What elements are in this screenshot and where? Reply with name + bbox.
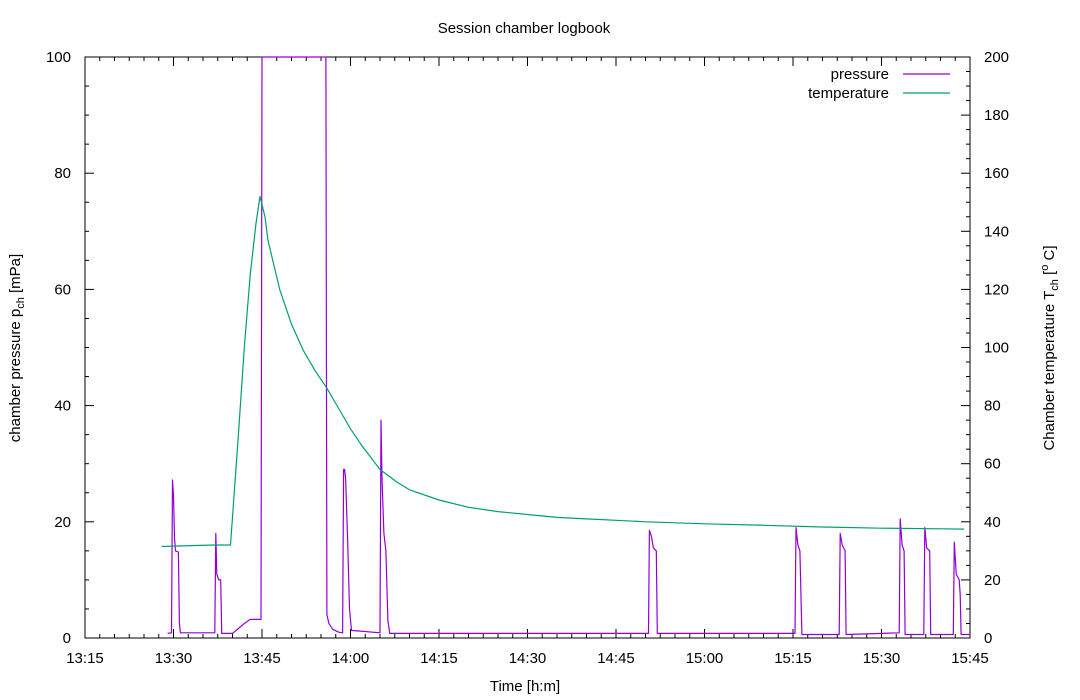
y-axis-left-label: chamber pressure pch [mPa] bbox=[7, 254, 27, 442]
plot-frame bbox=[84, 56, 971, 639]
y-left-tick-label: 60 bbox=[54, 281, 71, 298]
y-axis-right-label-unit-post: C] bbox=[1041, 245, 1058, 264]
series-line-temperature bbox=[161, 195, 965, 548]
y-axis-right-label-unit-pre: [ bbox=[1041, 270, 1058, 279]
x-axis: 13:15 13:30 13:45 14:00 14:15 14:30 14:45 15:00… bbox=[66, 57, 989, 667]
y-axis-left: 0 20 40 60 80 100 bbox=[46, 49, 94, 647]
y-right-tick-label: 100 bbox=[984, 340, 1009, 357]
y-right-tick-label: 160 bbox=[984, 165, 1009, 182]
y-left-tick-label: 80 bbox=[54, 165, 71, 182]
x-tick-label: 13:30 bbox=[155, 650, 193, 667]
y-left-tick-label: 40 bbox=[54, 398, 71, 415]
y-axis-right-label-main: Chamber temperature T bbox=[1041, 291, 1058, 451]
y-right-tick-label: 140 bbox=[984, 223, 1009, 240]
y-axis-right-label-sub: ch bbox=[1049, 279, 1061, 291]
y-axis-left-label-unit: [mPa] bbox=[7, 254, 24, 297]
y-right-tick-label: 80 bbox=[984, 398, 1001, 415]
x-tick-label: 15:15 bbox=[774, 650, 812, 667]
legend: pressure temperature bbox=[808, 66, 950, 102]
x-tick-label: 14:15 bbox=[420, 650, 458, 667]
legend-label-pressure: pressure bbox=[831, 66, 889, 83]
y-right-tick-label: 20 bbox=[984, 572, 1001, 589]
legend-label-temperature: temperature bbox=[808, 85, 889, 102]
series-layer bbox=[161, 56, 970, 636]
y-axis-left-label-main: chamber pressure p bbox=[7, 309, 24, 442]
plot-border bbox=[84, 56, 971, 639]
x-tick-label: 13:45 bbox=[243, 650, 281, 667]
y-right-tick-label: 120 bbox=[984, 281, 1009, 298]
x-tick-label: 15:30 bbox=[863, 650, 901, 667]
y-left-tick-label: 0 bbox=[63, 630, 71, 647]
x-tick-label: 14:45 bbox=[597, 650, 635, 667]
x-tick-label: 14:00 bbox=[332, 650, 370, 667]
y-right-tick-label: 200 bbox=[984, 49, 1009, 66]
chart-title: Session chamber logbook bbox=[438, 20, 611, 37]
x-tick-label: 15:45 bbox=[951, 650, 989, 667]
y-axis-left-label-sub: ch bbox=[15, 297, 27, 309]
x-tick-label: 15:00 bbox=[686, 650, 724, 667]
y-right-tick-label: 60 bbox=[984, 456, 1001, 473]
y-axis-right-label-unit-sup: o bbox=[1039, 265, 1051, 271]
y-left-tick-label: 100 bbox=[46, 49, 71, 66]
y-right-tick-label: 40 bbox=[984, 514, 1001, 531]
y-left-tick-label: 20 bbox=[54, 514, 71, 531]
x-axis-label: Time [h:m] bbox=[490, 678, 560, 695]
y-axis-right-label: Chamber temperature Tch [o C] bbox=[1039, 245, 1061, 450]
series-line-pressure bbox=[167, 56, 970, 636]
x-tick-label: 14:30 bbox=[509, 650, 547, 667]
y-axis-right: 0 20 40 60 80 100 120 140 160 180 200 bbox=[961, 49, 1009, 647]
x-tick-label: 13:15 bbox=[66, 650, 104, 667]
y-right-tick-label: 180 bbox=[984, 107, 1009, 124]
y-right-tick-label: 0 bbox=[984, 630, 992, 647]
